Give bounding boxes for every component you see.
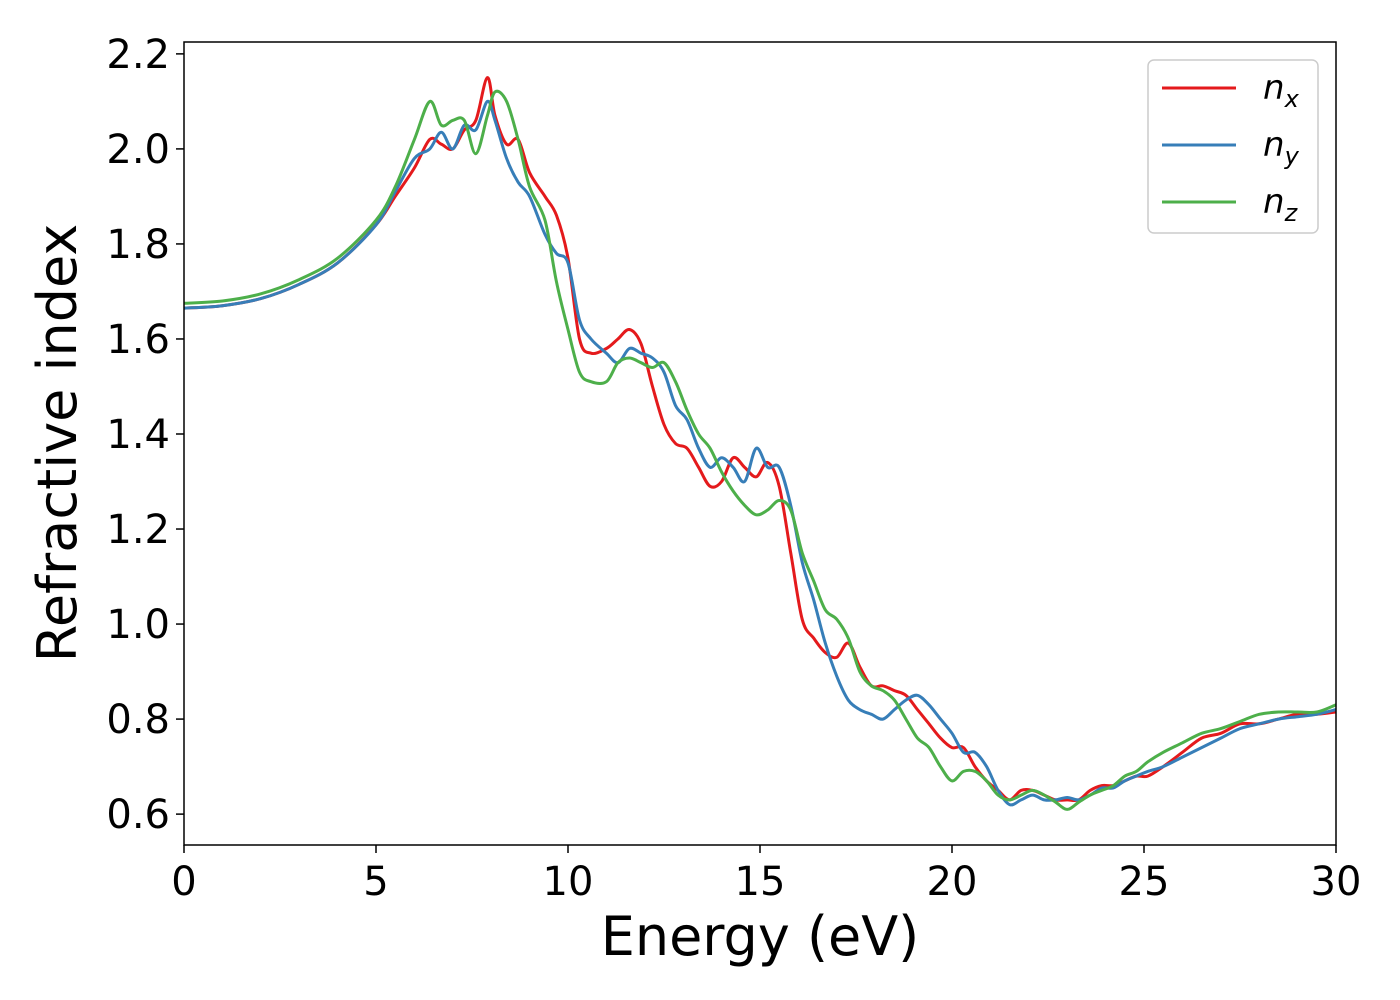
x-tick-label: 20 xyxy=(927,859,978,905)
y-axis: 0.6 0.8 1.0 1.2 1.4 1.6 1.8 2.0 2.2 xyxy=(106,32,184,838)
y-tick-label: 1.8 xyxy=(106,222,170,268)
x-axis-label: Energy (eV) xyxy=(601,905,920,968)
x-tick-label: 25 xyxy=(1119,859,1170,905)
legend-entries: nx ny nz xyxy=(1162,68,1300,227)
y-tick-label: 1.6 xyxy=(106,317,170,363)
x-tick-label: 10 xyxy=(543,859,594,905)
legend-label-nz: nz xyxy=(1263,182,1299,227)
y-tick-label: 2.0 xyxy=(106,127,170,173)
series-line-nz xyxy=(183,89,1337,811)
y-axis-label: Refractive index xyxy=(26,224,89,663)
legend-label-ny: ny xyxy=(1263,125,1300,170)
y-tick-label: 0.6 xyxy=(106,792,170,838)
y-tick-label: 1.4 xyxy=(106,412,170,458)
x-tick-label: 0 xyxy=(171,859,196,905)
y-tick-label: 2.2 xyxy=(106,32,170,78)
y-tick-label: 1.2 xyxy=(106,507,170,553)
series-line-nx xyxy=(183,76,1337,803)
x-tick-label: 5 xyxy=(363,859,388,905)
y-tick-label: 0.8 xyxy=(106,697,170,743)
x-axis: 0 5 10 15 20 25 30 xyxy=(171,845,1361,905)
y-tick-label: 1.0 xyxy=(106,602,170,648)
legend-label-nx: nx xyxy=(1263,68,1300,113)
series-layer xyxy=(183,76,1337,811)
x-tick-label: 15 xyxy=(735,859,786,905)
legend: nx ny nz xyxy=(1147,59,1319,234)
x-tick-label: 30 xyxy=(1311,859,1362,905)
